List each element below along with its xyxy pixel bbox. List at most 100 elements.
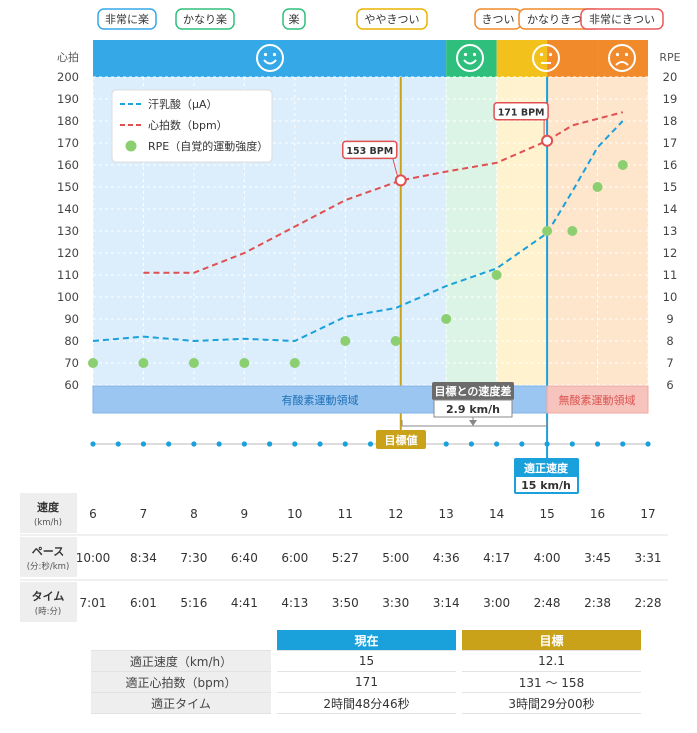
- heart-rate-line: [143, 111, 624, 274]
- row-value: 15: [539, 507, 554, 521]
- y-left-tick: 100: [57, 290, 79, 304]
- summary-row: 適正心拍数（bpm） 171 131 ～ 158: [91, 671, 641, 693]
- aerobic-band-label: 有酸素運動領域: [282, 393, 359, 407]
- summary-row-label: 適正心拍数（bpm）: [91, 671, 271, 693]
- row-value: 6:40: [231, 551, 258, 565]
- row-label-box: [20, 537, 77, 577]
- rpe-point: [289, 358, 300, 368]
- y-left-tick: 140: [57, 202, 79, 216]
- target-marker-label: 目標値: [385, 433, 418, 447]
- speed-dot: [191, 441, 197, 447]
- row-value: 2:28: [635, 596, 662, 610]
- summary-row-label: 適正速度（km/h）: [91, 650, 271, 672]
- y-left-tick: 150: [57, 180, 79, 194]
- speed-dot: [468, 441, 475, 447]
- speed-pace-time-rows: 速度 (km/h) 6 7 8 9 10 11 12 13 14 15 16 17 ペース (分:秒/km) 1…: [20, 493, 668, 622]
- summary-row: 適正タイム 2時間48分46秒 3時間29分00秒: [91, 692, 641, 714]
- rpe-point: [188, 358, 199, 368]
- y-right-ticks: 6 7 8 9 10 11 12 13 14 15 16 17 18 19 20: [663, 70, 678, 392]
- row-label-box: [20, 493, 77, 533]
- row-value: 3:30: [382, 596, 409, 610]
- left-axis-title: 心拍: [57, 50, 79, 64]
- callout-marker: [541, 134, 554, 147]
- rpe-point: [542, 226, 553, 236]
- row-value: 8:34: [130, 551, 157, 565]
- speed-diff-title-box: [432, 382, 514, 400]
- summary-header-target: 目標: [462, 630, 641, 651]
- callout-label: 153 BPM: [346, 146, 393, 157]
- callout-label: 171 BPM: [498, 107, 545, 118]
- y-right-tick: 10: [663, 290, 678, 304]
- row-value: 7:01: [80, 596, 107, 610]
- y-right-tick: 20: [663, 70, 678, 84]
- callout-box: [342, 140, 398, 160]
- summary-row-label: 適正タイム: [91, 692, 271, 714]
- speed-dot: [443, 441, 449, 447]
- zone-pill: [282, 8, 306, 30]
- speed-dot: [216, 441, 222, 447]
- callouts: 153 BPM 171 BPM: [342, 102, 554, 187]
- row-value: 5:27: [332, 551, 359, 565]
- zone-pill: [356, 8, 428, 30]
- speed-dot: [594, 441, 601, 447]
- summary-row: 適正速度（km/h） 15 12.1: [91, 650, 641, 672]
- speed-dot: [317, 441, 323, 447]
- speed-diff-value: 2.9 km/h: [446, 403, 500, 416]
- speed-dot: [494, 441, 500, 447]
- series-layer: [88, 111, 628, 368]
- appropriate-speed-value: 15 km/h: [521, 479, 571, 492]
- callout-box: [493, 102, 549, 121]
- y-right-tick: 8: [666, 334, 673, 348]
- row-value: 4:41: [231, 596, 258, 610]
- zone-pill-label: 楽: [289, 13, 300, 26]
- row-value: 6:01: [130, 596, 157, 610]
- row-value: 12: [388, 507, 403, 521]
- rpe-point: [441, 314, 452, 324]
- row-title: タイム: [32, 590, 65, 603]
- y-left-tick: 190: [57, 92, 79, 106]
- face-smile-icon: [256, 44, 284, 72]
- y-right-tick: 19: [663, 92, 678, 106]
- speed-dot: [342, 441, 348, 447]
- y-left-tick: 160: [57, 158, 79, 172]
- face-neutral-icon: [532, 44, 560, 72]
- zone-pill-label: きつい: [482, 13, 515, 26]
- summary-header-empty: [91, 630, 271, 651]
- row-subtitle: (分:秒/km): [27, 561, 70, 572]
- appropriate-speed-value-bg: [516, 477, 577, 492]
- y-right-tick: 18: [663, 114, 678, 128]
- speed-dot: [115, 441, 121, 447]
- row-value: 4:17: [483, 551, 510, 565]
- row-value: 9: [241, 507, 249, 521]
- row-subtitle: (km/h): [34, 518, 62, 528]
- zone-pill-label: 非常にきつい: [589, 13, 655, 26]
- zone-header-segment: [496, 40, 548, 77]
- summary-table: 現在 目標 適正速度（km/h） 15 12.1 適正心拍数（bpm） 171 …: [91, 630, 641, 714]
- rpe-point: [138, 358, 149, 368]
- y-left-tick: 120: [57, 246, 79, 260]
- y-right-tick: 16: [663, 158, 678, 172]
- y-left-tick: 60: [64, 378, 79, 392]
- summary-current-value: 171: [277, 671, 456, 693]
- y-left-tick: 200: [57, 70, 79, 84]
- y-left-tick: 110: [57, 268, 79, 282]
- row-value: 8: [190, 507, 198, 521]
- row-title: ペース: [32, 545, 64, 558]
- y-left-tick: 90: [64, 312, 79, 326]
- speed-dot: [90, 441, 96, 447]
- speed-dot: [241, 441, 247, 447]
- row-value: 14: [489, 507, 504, 521]
- row-value: 5:00: [382, 551, 409, 565]
- speed-dot: [519, 441, 525, 447]
- row-subtitle: (時:分): [35, 607, 62, 617]
- y-right-tick: 13: [663, 224, 678, 238]
- speed-dot: [569, 441, 575, 447]
- rpe-point: [567, 226, 578, 236]
- y-left-tick: 70: [64, 356, 79, 370]
- y-left-ticks: 60 70 80 90 100 110 120 130 140 150 160 170 180 190 20…: [57, 70, 79, 392]
- row-value: 4:13: [281, 596, 308, 610]
- row-title: 速度: [37, 500, 60, 514]
- anaerobic-band-label: 無酸素運動領域: [559, 393, 636, 407]
- zone-pill: [580, 8, 664, 30]
